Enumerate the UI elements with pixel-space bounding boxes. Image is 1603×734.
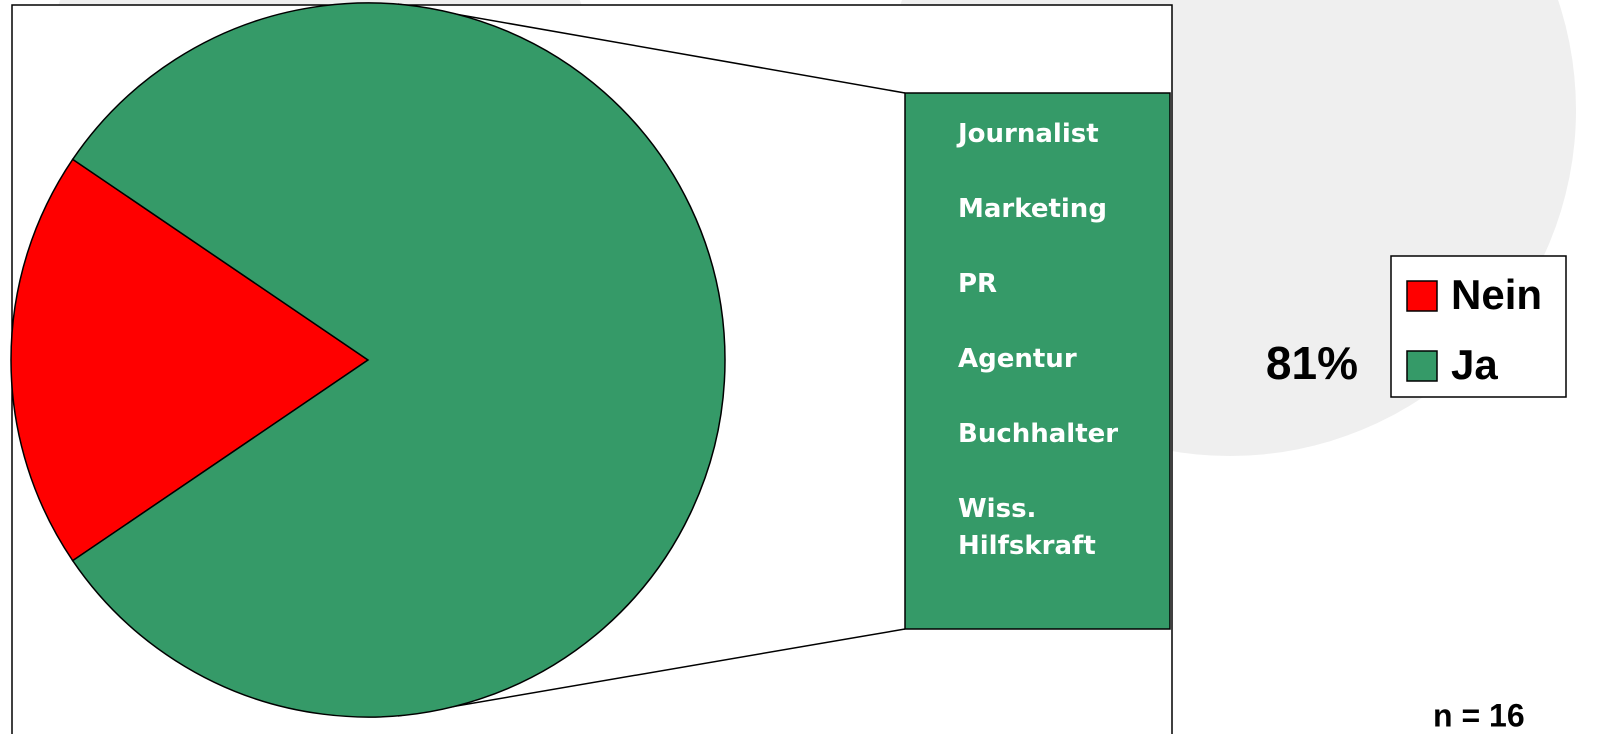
breakdown-item: Buchhalter xyxy=(958,419,1119,449)
breakdown-item: Marketing xyxy=(958,194,1107,224)
legend-label: Nein xyxy=(1451,271,1542,318)
pie-slice xyxy=(71,2,726,718)
connector-line xyxy=(397,628,906,717)
breakdown-box xyxy=(904,92,1171,630)
breakdown-item: Agentur xyxy=(958,344,1077,374)
pie-slice xyxy=(10,158,370,562)
legend-swatch xyxy=(1406,350,1438,382)
value-label: 81% xyxy=(1266,337,1358,389)
breakdown-item: PR xyxy=(958,269,998,299)
breakdown-item: Wiss. Hilfskraft xyxy=(958,494,1096,561)
breakdown-list: Journalist Marketing PR Agentur Buchhalter Wi… xyxy=(958,116,1133,603)
legend-swatch xyxy=(1406,280,1438,312)
note: n = 16 xyxy=(1433,697,1525,733)
legend-label: Ja xyxy=(1451,341,1498,388)
breakdown-item: Journalist xyxy=(958,119,1099,149)
connector-line xyxy=(397,3,906,94)
